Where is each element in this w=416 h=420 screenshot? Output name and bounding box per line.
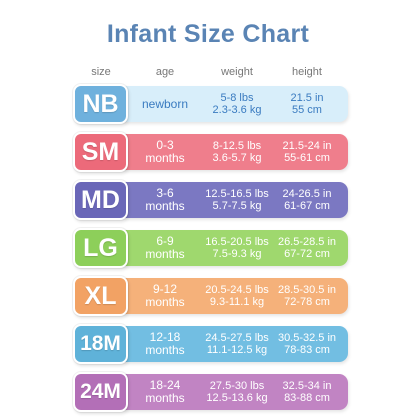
size-row: 9-12 months 20.5-24.5 lbs 9.3-11.1 kg 28…	[73, 276, 348, 316]
header-height: height	[292, 66, 322, 78]
age-range: 18-24	[149, 378, 181, 392]
weight-cell: 8-12.5 lbs 3.6-5.7 kg	[213, 134, 262, 170]
age-unit: months	[145, 247, 185, 261]
row-band: 3-6 months 12.5-16.5 lbs 5.7-7.5 kg 24-2…	[123, 182, 348, 218]
weight-kg: 11.1-12.5 kg	[206, 344, 268, 356]
weight-lbs: 8-12.5 lbs	[212, 139, 262, 152]
weight-cell: 20.5-24.5 lbs 9.3-11.1 kg	[205, 278, 269, 314]
height-in: 21.5 in	[290, 91, 324, 104]
size-badge-lg: LG	[73, 228, 128, 268]
size-rows: newborn 5-8 lbs 2.3-3.6 kg 21.5 in 55 cm…	[73, 84, 348, 420]
age-range: 12-18	[149, 330, 181, 344]
weight-lbs: 12.5-16.5 lbs	[205, 187, 269, 200]
age-line: newborn	[141, 96, 189, 111]
size-row: 6-9 months 16.5-20.5 lbs 7.5-9.3 kg 26.5…	[73, 228, 348, 268]
weight-kg: 12.5-13.6 kg	[206, 392, 268, 404]
height-cell: 21.5-24 in 55-61 cm	[283, 134, 332, 170]
row-band: 18-24 months 27.5-30 lbs 12.5-13.6 kg 32…	[123, 374, 348, 410]
age-range: 9-12	[152, 282, 178, 296]
height-cm: 61-67 cm	[284, 200, 330, 212]
size-row: 0-3 months 8-12.5 lbs 3.6-5.7 kg 21.5-24…	[73, 132, 348, 172]
size-badge-24m: 24M	[73, 372, 128, 412]
height-in: 21.5-24 in	[282, 139, 332, 152]
age-cell: newborn	[142, 86, 188, 122]
size-row: newborn 5-8 lbs 2.3-3.6 kg 21.5 in 55 cm…	[73, 84, 348, 124]
height-cell: 28.5-30.5 in 72-78 cm	[278, 278, 336, 314]
age-unit: months	[145, 391, 185, 405]
weight-lbs: 5-8 lbs	[220, 91, 254, 104]
height-cm: 55 cm	[292, 104, 322, 116]
height-cell: 30.5-32.5 in 78-83 cm	[278, 326, 336, 362]
weight-kg: 2.3-3.6 kg	[212, 104, 262, 116]
size-badge-sm: SM	[73, 132, 128, 172]
age-unit: months	[145, 199, 185, 213]
height-in: 30.5-32.5 in	[277, 331, 337, 344]
age-cell: 18-24 months	[145, 374, 184, 410]
height-cell: 26.5-28.5 in 67-72 cm	[278, 230, 336, 266]
height-in: 32.5-34 in	[282, 379, 332, 392]
header-size: size	[91, 66, 111, 78]
row-band: 0-3 months 8-12.5 lbs 3.6-5.7 kg 21.5-24…	[123, 134, 348, 170]
age-unit: months	[145, 295, 185, 309]
age-unit: months	[145, 151, 185, 165]
height-cell: 24-26.5 in 61-67 cm	[283, 182, 332, 218]
age-cell: 0-3 months	[145, 134, 184, 170]
weight-cell: 5-8 lbs 2.3-3.6 kg	[213, 86, 262, 122]
row-band: 6-9 months 16.5-20.5 lbs 7.5-9.3 kg 26.5…	[123, 230, 348, 266]
size-row: 18-24 months 27.5-30 lbs 12.5-13.6 kg 32…	[73, 372, 348, 412]
weight-lbs: 16.5-20.5 lbs	[205, 235, 269, 248]
weight-lbs: 27.5-30 lbs	[209, 379, 265, 392]
header-age: age	[155, 66, 175, 78]
height-in: 28.5-30.5 in	[277, 283, 337, 296]
size-badge-xl: XL	[73, 276, 128, 316]
height-cm: 83-88 cm	[284, 392, 330, 404]
weight-kg: 3.6-5.7 kg	[212, 152, 262, 164]
weight-kg: 5.7-7.5 kg	[212, 200, 262, 212]
row-band: 9-12 months 20.5-24.5 lbs 9.3-11.1 kg 28…	[123, 278, 348, 314]
weight-lbs: 24.5-27.5 lbs	[205, 331, 269, 344]
height-in: 24-26.5 in	[282, 187, 332, 200]
age-cell: 6-9 months	[145, 230, 184, 266]
height-cm: 55-61 cm	[284, 152, 330, 164]
age-range: 0-3	[156, 138, 174, 152]
age-cell: 9-12 months	[145, 278, 184, 314]
weight-kg: 9.3-11.1 kg	[209, 296, 265, 308]
height-cell: 21.5 in 55 cm	[290, 86, 323, 122]
age-range: 3-6	[156, 186, 174, 200]
age-cell: 3-6 months	[145, 182, 184, 218]
chart-title: Infant Size Chart	[106, 20, 310, 48]
weight-cell: 24.5-27.5 lbs 11.1-12.5 kg	[205, 326, 269, 362]
height-in: 26.5-28.5 in	[277, 235, 337, 248]
age-range: 6-9	[156, 234, 174, 248]
row-band: 12-18 months 24.5-27.5 lbs 11.1-12.5 kg …	[123, 326, 348, 362]
age-cell: 12-18 months	[145, 326, 184, 362]
height-cm: 78-83 cm	[284, 344, 330, 356]
weight-cell: 12.5-16.5 lbs 5.7-7.5 kg	[205, 182, 269, 218]
size-row: 12-18 months 24.5-27.5 lbs 11.1-12.5 kg …	[73, 324, 348, 364]
size-badge-nb: NB	[73, 84, 128, 124]
age-unit: months	[145, 343, 185, 357]
column-headers: size age weight height	[0, 66, 416, 80]
height-cell: 32.5-34 in 83-88 cm	[283, 374, 332, 410]
size-row: 3-6 months 12.5-16.5 lbs 5.7-7.5 kg 24-2…	[73, 180, 348, 220]
header-weight: weight	[221, 66, 253, 78]
row-band: newborn 5-8 lbs 2.3-3.6 kg 21.5 in 55 cm	[123, 86, 348, 122]
weight-cell: 27.5-30 lbs 12.5-13.6 kg	[206, 374, 267, 410]
size-badge-md: MD	[73, 180, 128, 220]
height-cm: 72-78 cm	[284, 296, 330, 308]
size-badge-18m: 18M	[73, 324, 128, 364]
height-cm: 67-72 cm	[284, 248, 330, 260]
weight-kg: 7.5-9.3 kg	[212, 248, 262, 260]
weight-cell: 16.5-20.5 lbs 7.5-9.3 kg	[205, 230, 269, 266]
weight-lbs: 20.5-24.5 lbs	[205, 283, 269, 296]
